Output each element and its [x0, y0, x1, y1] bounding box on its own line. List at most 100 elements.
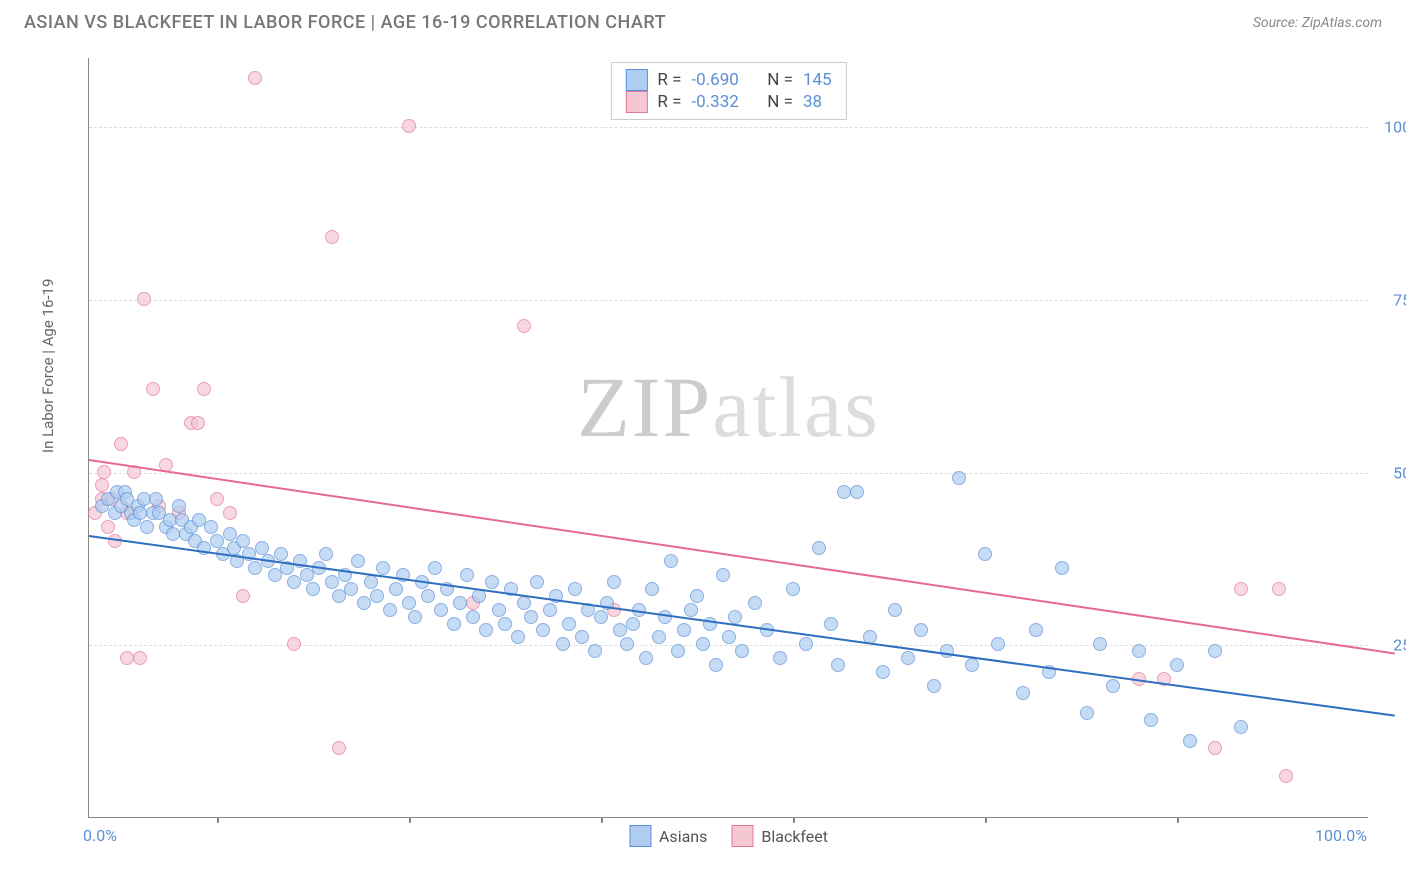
- x-tick: [985, 817, 987, 823]
- data-point-asians: [991, 637, 1005, 651]
- data-point-asians: [1080, 706, 1094, 720]
- data-point-asians: [927, 679, 941, 693]
- legend-item-blackfeet: Blackfeet: [731, 825, 828, 847]
- data-point-asians: [812, 541, 826, 555]
- data-point-asians: [536, 623, 550, 637]
- data-point-blackfeet: [210, 492, 224, 506]
- y-axis-label: In Labor Force | Age 16-19: [39, 279, 57, 453]
- data-point-asians: [517, 596, 531, 610]
- data-point-blackfeet: [332, 741, 346, 755]
- gridline: [89, 127, 1368, 128]
- data-point-asians: [1093, 637, 1107, 651]
- chart-header: ASIAN VS BLACKFEET IN LABOR FORCE | AGE …: [0, 0, 1406, 41]
- swatch-blackfeet: [731, 825, 753, 847]
- gridline: [89, 473, 1368, 474]
- data-point-asians: [626, 617, 640, 631]
- data-point-asians: [421, 589, 435, 603]
- x-tick: [601, 817, 603, 823]
- data-point-asians: [786, 582, 800, 596]
- data-point-asians: [978, 547, 992, 561]
- data-point-asians: [940, 644, 954, 658]
- data-point-asians: [728, 610, 742, 624]
- data-point-asians: [274, 547, 288, 561]
- bottom-legend: Asians Blackfeet: [629, 825, 828, 847]
- legend-stats-row-asians: R = -0.690 N = 145: [625, 69, 831, 91]
- data-point-asians: [568, 582, 582, 596]
- data-point-blackfeet: [1279, 769, 1293, 783]
- y-tick-label: 100.0%: [1384, 118, 1406, 137]
- swatch-asians: [629, 825, 651, 847]
- data-point-asians: [735, 644, 749, 658]
- legend-stats-row-blackfeet: R = -0.332 N = 38: [625, 91, 831, 113]
- y-tick-label: 75.0%: [1393, 290, 1406, 309]
- data-point-blackfeet: [197, 382, 211, 396]
- data-point-asians: [671, 644, 685, 658]
- data-point-blackfeet: [517, 319, 531, 333]
- data-point-asians: [357, 596, 371, 610]
- x-tick-label: 100.0%: [1315, 826, 1367, 845]
- data-point-asians: [172, 499, 186, 513]
- data-point-blackfeet: [97, 465, 111, 479]
- data-point-asians: [492, 603, 506, 617]
- data-point-blackfeet: [325, 230, 339, 244]
- data-point-asians: [914, 623, 928, 637]
- data-point-asians: [364, 575, 378, 589]
- gridline: [89, 300, 1368, 301]
- data-point-asians: [428, 561, 442, 575]
- data-point-asians: [376, 561, 390, 575]
- data-point-asians: [684, 603, 698, 617]
- data-point-asians: [447, 617, 461, 631]
- data-point-blackfeet: [95, 478, 109, 492]
- data-point-asians: [1183, 734, 1197, 748]
- data-point-asians: [722, 630, 736, 644]
- data-point-asians: [306, 582, 320, 596]
- data-point-asians: [287, 575, 301, 589]
- data-point-asians: [850, 485, 864, 499]
- data-point-asians: [876, 665, 890, 679]
- data-point-blackfeet: [146, 382, 160, 396]
- x-tick: [1177, 817, 1179, 823]
- data-point-asians: [831, 658, 845, 672]
- x-tick: [217, 817, 219, 823]
- swatch-asians: [625, 69, 647, 91]
- data-point-asians: [370, 589, 384, 603]
- plot-area: ZIPatlas R = -0.690 N = 145 R = -0.332 N…: [88, 58, 1368, 818]
- swatch-blackfeet: [625, 91, 647, 113]
- data-point-asians: [588, 644, 602, 658]
- data-point-asians: [613, 623, 627, 637]
- x-tick: [793, 817, 795, 823]
- data-point-blackfeet: [1208, 741, 1222, 755]
- chart-source: Source: ZipAtlas.com: [1253, 15, 1382, 31]
- data-point-asians: [773, 651, 787, 665]
- data-point-blackfeet: [287, 637, 301, 651]
- gridline: [89, 645, 1368, 646]
- data-point-asians: [511, 630, 525, 644]
- data-point-asians: [466, 610, 480, 624]
- data-point-asians: [607, 575, 621, 589]
- data-point-asians: [716, 568, 730, 582]
- data-point-asians: [325, 575, 339, 589]
- data-point-asians: [901, 651, 915, 665]
- data-point-asians: [530, 575, 544, 589]
- data-point-asians: [575, 630, 589, 644]
- legend-item-asians: Asians: [629, 825, 707, 847]
- data-point-asians: [1208, 644, 1222, 658]
- data-point-asians: [645, 582, 659, 596]
- data-point-asians: [268, 568, 282, 582]
- data-point-asians: [319, 547, 333, 561]
- data-point-asians: [677, 623, 691, 637]
- data-point-asians: [300, 568, 314, 582]
- data-point-asians: [389, 582, 403, 596]
- data-point-asians: [888, 603, 902, 617]
- data-point-asians: [1029, 623, 1043, 637]
- data-point-asians: [690, 589, 704, 603]
- legend-stats-box: R = -0.690 N = 145 R = -0.332 N = 38: [610, 62, 846, 120]
- data-point-blackfeet: [236, 589, 250, 603]
- data-point-asians: [434, 603, 448, 617]
- data-point-blackfeet: [402, 119, 416, 133]
- data-point-asians: [332, 589, 346, 603]
- data-point-blackfeet: [137, 292, 151, 306]
- data-point-asians: [453, 596, 467, 610]
- x-tick: [409, 817, 411, 823]
- data-point-asians: [344, 582, 358, 596]
